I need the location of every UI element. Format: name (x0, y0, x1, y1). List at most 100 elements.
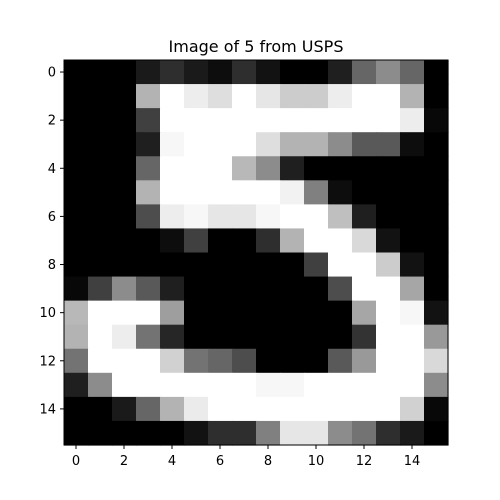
heatmap-cell (280, 324, 305, 350)
heatmap-cell (184, 132, 209, 157)
heatmap-cell (208, 156, 233, 181)
heatmap-cell (208, 420, 233, 446)
heatmap-cell (424, 276, 449, 302)
heatmap-cell (280, 108, 305, 133)
heatmap-cell (88, 204, 113, 230)
heatmap-cell (352, 420, 377, 446)
heatmap-cell (280, 252, 305, 278)
heatmap-cell (208, 180, 233, 205)
heatmap-cell (424, 420, 449, 446)
heatmap-cell (424, 180, 449, 205)
heatmap-cell (256, 420, 281, 446)
heatmap-cell (304, 396, 329, 422)
heatmap-cell (232, 396, 257, 422)
heatmap-cell (256, 132, 281, 157)
heatmap-cell (400, 180, 425, 205)
heatmap-cell (376, 228, 401, 254)
heatmap-cell (280, 420, 305, 446)
heatmap-cell (328, 276, 353, 302)
heatmap-cell (232, 348, 257, 374)
heatmap-cell (232, 324, 257, 350)
heatmap-cell (136, 60, 161, 85)
heatmap-cell (400, 276, 425, 302)
heatmap-cell (304, 180, 329, 205)
heatmap-cell (136, 420, 161, 446)
heatmap-cell (232, 180, 257, 205)
heatmap-cell (64, 396, 89, 422)
heatmap-cell (400, 348, 425, 374)
heatmap-cell (256, 60, 281, 85)
heatmap-cell (424, 108, 449, 133)
heatmap-cell (160, 156, 185, 181)
heatmap-cell (64, 372, 89, 398)
heatmap-cell (280, 180, 305, 205)
heatmap-cell (400, 108, 425, 133)
heatmap-cell (280, 132, 305, 157)
heatmap-cell (400, 300, 425, 326)
heatmap-cell (184, 84, 209, 109)
heatmap-cell (328, 348, 353, 374)
heatmap-cell (376, 276, 401, 302)
heatmap-cell (184, 300, 209, 326)
heatmap-cell (160, 324, 185, 350)
heatmap-cell (184, 60, 209, 85)
x-tick-label: 12 (356, 454, 373, 469)
heatmap-cell (136, 348, 161, 374)
heatmap-cell (328, 84, 353, 109)
heatmap-cell (112, 324, 137, 350)
heatmap-cell (400, 420, 425, 446)
heatmap-cell (328, 300, 353, 326)
heatmap-cell (400, 60, 425, 85)
heatmap-cell (400, 372, 425, 398)
heatmap-cell (376, 84, 401, 109)
heatmap-cell (208, 372, 233, 398)
heatmap-cell (64, 84, 89, 109)
heatmap-cell (136, 372, 161, 398)
heatmap-cell (184, 348, 209, 374)
heatmap-cell (232, 300, 257, 326)
heatmap-cell (160, 60, 185, 85)
heatmap-cell (88, 372, 113, 398)
heatmap-cell (88, 348, 113, 374)
heatmap-cell (376, 396, 401, 422)
heatmap-cell (208, 132, 233, 157)
heatmap-cell (328, 180, 353, 205)
heatmap-cell (352, 84, 377, 109)
heatmap-cell (112, 396, 137, 422)
heatmap-cell (304, 300, 329, 326)
heatmap-cell (160, 204, 185, 230)
heatmap-cell (376, 300, 401, 326)
heatmap-cell (280, 156, 305, 181)
heatmap-cell (160, 348, 185, 374)
heatmap-cell (328, 228, 353, 254)
heatmap-cell (184, 324, 209, 350)
heatmap-cell (400, 204, 425, 230)
heatmap-cell (424, 372, 449, 398)
heatmap-cell (304, 204, 329, 230)
heatmap-cell (424, 252, 449, 278)
heatmap-cell (184, 372, 209, 398)
heatmap-cell (400, 252, 425, 278)
heatmap-cell (352, 396, 377, 422)
axis-ticks: 0 2 4 6 8 10 12 14 0 2 4 6 8 10 12 14 (39, 66, 420, 469)
heatmap-cell (88, 420, 113, 446)
heatmap-cell (184, 156, 209, 181)
heatmap-cell (424, 204, 449, 230)
heatmap-cell (256, 300, 281, 326)
heatmap-cell (232, 372, 257, 398)
heatmap-cell (160, 276, 185, 302)
heatmap-cell (136, 132, 161, 157)
heatmap-cell (352, 60, 377, 85)
heatmap-cell (112, 108, 137, 133)
heatmap-cell (160, 84, 185, 109)
heatmap-cell (64, 156, 89, 181)
heatmap-cell (160, 228, 185, 254)
heatmap-cell (400, 396, 425, 422)
heatmap-cell (424, 348, 449, 374)
heatmap-cell (424, 60, 449, 85)
heatmap-cell (64, 132, 89, 157)
heatmap-cell (136, 228, 161, 254)
heatmap-cell (112, 420, 137, 446)
heatmap-cell (256, 324, 281, 350)
heatmap-cell (160, 108, 185, 133)
